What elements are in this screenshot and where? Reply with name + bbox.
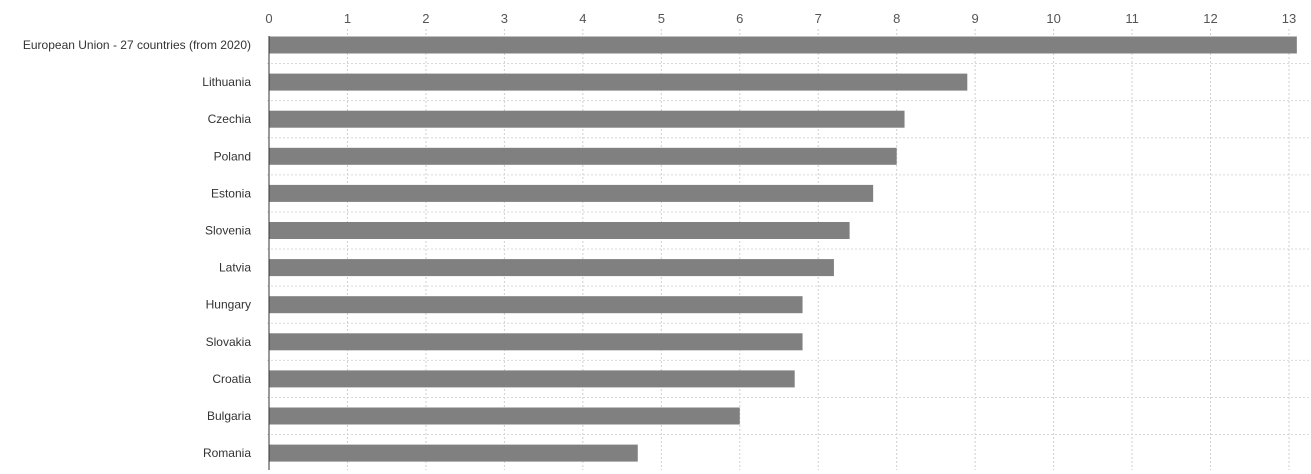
bar bbox=[269, 259, 834, 277]
bar bbox=[269, 36, 1297, 54]
x-tick-label: 4 bbox=[579, 11, 586, 26]
bar bbox=[269, 333, 803, 351]
x-tick-label: 12 bbox=[1203, 11, 1217, 26]
bar bbox=[269, 407, 740, 425]
category-label: Croatia bbox=[212, 372, 251, 386]
category-label: European Union - 27 countries (from 2020… bbox=[23, 38, 251, 52]
category-label: Romania bbox=[203, 446, 251, 460]
x-tick-label: 1 bbox=[344, 11, 351, 26]
x-tick-label: 3 bbox=[501, 11, 508, 26]
category-label: Latvia bbox=[219, 261, 251, 275]
bar bbox=[269, 444, 638, 462]
bar bbox=[269, 370, 795, 388]
row-separators bbox=[267, 63, 1311, 436]
category-label: Slovakia bbox=[206, 335, 252, 349]
bar bbox=[269, 147, 897, 165]
category-label: Czechia bbox=[208, 112, 252, 126]
x-tick-label: 9 bbox=[972, 11, 979, 26]
category-label: Hungary bbox=[206, 298, 251, 312]
x-tick-label: 0 bbox=[265, 11, 272, 26]
category-label: Lithuania bbox=[202, 75, 251, 89]
category-label: Bulgaria bbox=[207, 409, 251, 423]
x-tick-label: 13 bbox=[1282, 11, 1296, 26]
bar bbox=[269, 222, 850, 239]
bar bbox=[269, 296, 803, 314]
bars bbox=[269, 36, 1297, 462]
x-tick-label: 6 bbox=[736, 11, 743, 26]
x-axis-ticks: 0 1 2 3 4 5 6 7 8 9 10 11 12 13 bbox=[265, 11, 1296, 26]
category-label: Estonia bbox=[211, 186, 251, 200]
bar bbox=[269, 110, 905, 128]
x-tick-label: 2 bbox=[422, 11, 429, 26]
x-tick-label: 8 bbox=[893, 11, 900, 26]
x-tick-label: 11 bbox=[1125, 11, 1139, 26]
bar bbox=[269, 184, 874, 202]
category-label: Slovenia bbox=[205, 224, 251, 238]
category-label: Poland bbox=[214, 149, 251, 163]
y-axis-categories: European Union - 27 countries (from 2020… bbox=[23, 38, 251, 460]
bar bbox=[269, 73, 968, 91]
x-tick-label: 7 bbox=[815, 11, 822, 26]
x-tick-label: 5 bbox=[658, 11, 665, 26]
x-tick-label: 10 bbox=[1046, 11, 1060, 26]
